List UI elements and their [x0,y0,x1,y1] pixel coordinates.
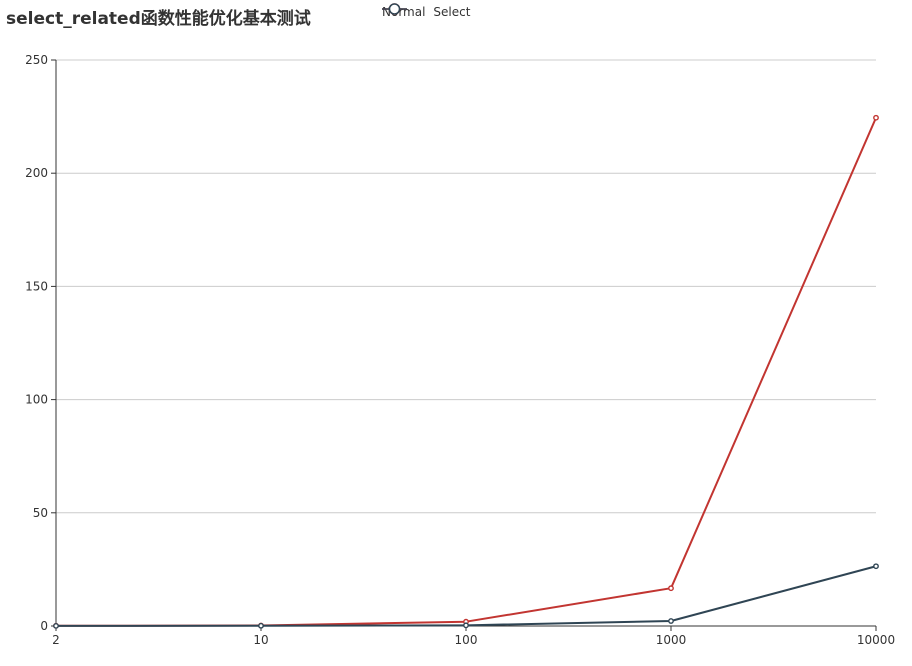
x-tick-label: 1000 [656,633,687,647]
y-tick-label: 250 [25,53,48,67]
y-tick-label: 0 [40,619,48,633]
legend-item-select[interactable]: Select [382,3,471,19]
series-point-select [668,618,674,624]
y-tick-label: 50 [33,506,48,520]
legend-select-label: Select [433,5,471,19]
y-tick-label: 200 [25,166,48,180]
x-tick-label: 100 [455,633,478,647]
x-tick-label: 2 [52,633,60,647]
series-point-select [463,622,469,629]
series-point-select [873,563,879,570]
legend-select-symbol [382,3,407,15]
legend: Normal Select [382,2,470,22]
y-tick-label: 100 [25,393,48,407]
series-line-select [55,565,877,627]
x-tick-label: 10 [253,633,268,647]
series-point-select [53,622,59,629]
series-point-normal [668,585,674,592]
chart-title: select_related函数性能优化基本测试 [6,9,311,29]
series-point-normal [873,114,879,121]
y-tick-label: 150 [25,279,48,293]
x-tick-label: 10000 [857,633,895,647]
series-point-select [258,622,264,629]
series-line-normal [55,117,877,627]
